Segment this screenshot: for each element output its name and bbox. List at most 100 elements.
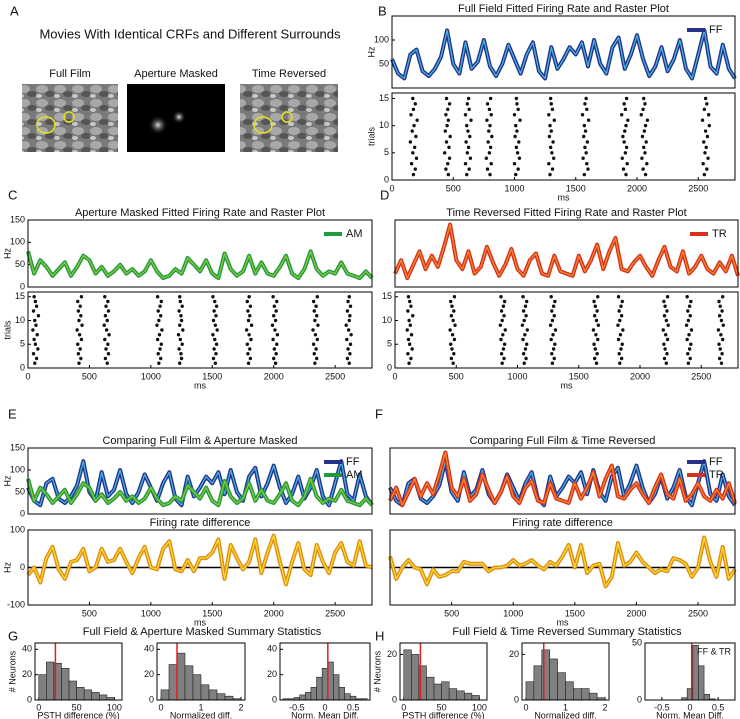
spike <box>347 318 351 323</box>
spike <box>409 304 413 308</box>
x-tick-label: 500 <box>82 608 97 618</box>
spike <box>211 318 216 323</box>
spike <box>593 347 597 351</box>
spike <box>79 337 84 342</box>
spike <box>645 161 649 166</box>
spike <box>160 328 164 332</box>
spike <box>703 129 708 133</box>
spike <box>486 140 490 144</box>
spike <box>105 361 109 365</box>
spike <box>548 123 552 128</box>
y-axis-label: # Neurons <box>7 650 17 692</box>
spike <box>586 118 591 122</box>
spike <box>489 161 493 166</box>
hist-bar <box>333 674 340 701</box>
spike <box>552 356 556 361</box>
y-tick-label: 100 <box>374 34 389 44</box>
rate-line <box>27 250 373 279</box>
y-tick-label: 5 <box>384 147 389 157</box>
y-tick-label: 50 <box>15 486 25 496</box>
spike <box>449 299 453 304</box>
hist-bar <box>448 688 458 701</box>
spike <box>548 145 553 150</box>
spike <box>592 299 596 304</box>
spike <box>246 361 251 365</box>
spike <box>248 347 252 351</box>
hist-bar <box>541 649 550 701</box>
spike <box>447 102 452 106</box>
hist-bar <box>411 654 420 701</box>
spike <box>550 361 555 365</box>
spike <box>159 299 163 304</box>
plot-frame <box>399 642 488 701</box>
hist-bar <box>61 668 70 701</box>
hist-bar <box>464 692 473 701</box>
x-tick-label: 2000 <box>626 608 646 618</box>
x-tick-label: 2000 <box>264 371 284 381</box>
spike <box>642 96 646 101</box>
hist-bar <box>68 680 77 701</box>
panel-letter: F <box>375 406 383 421</box>
spike <box>707 123 711 128</box>
spike <box>212 347 216 351</box>
spike <box>517 156 522 160</box>
chart-title: Firing rate difference <box>512 517 613 529</box>
hist-bar <box>76 687 85 701</box>
x-tick-label: 500 <box>446 183 461 193</box>
spike <box>249 337 253 342</box>
spike <box>584 151 588 155</box>
spike <box>642 145 646 150</box>
spike <box>625 161 629 166</box>
legend-label: AM <box>346 228 363 240</box>
spike <box>595 352 599 356</box>
spike <box>442 151 447 155</box>
spike <box>465 172 469 177</box>
spike <box>706 113 711 117</box>
spike <box>158 314 163 318</box>
spike <box>155 323 159 327</box>
spike <box>346 299 350 304</box>
y-tick-label: 150 <box>10 214 25 224</box>
spike <box>705 102 709 106</box>
x-tick-label: 1500 <box>202 371 222 381</box>
spike <box>582 172 587 177</box>
spike <box>467 167 471 171</box>
rate-line <box>27 460 373 506</box>
x-tick-label: 2500 <box>691 371 711 381</box>
spike <box>719 318 724 323</box>
spike <box>596 337 600 342</box>
hist-bar <box>549 658 558 701</box>
hist-bar <box>426 676 435 701</box>
spike <box>553 342 557 346</box>
hist-bar <box>310 687 317 701</box>
spike <box>447 145 451 150</box>
spike <box>583 129 588 133</box>
spike <box>214 304 219 308</box>
spike <box>348 342 353 346</box>
spike <box>451 361 455 365</box>
y-tick-label: 40 <box>22 644 32 654</box>
spike <box>156 352 160 356</box>
x-axis-label: Normalized diff. <box>170 710 232 719</box>
spike <box>159 342 163 346</box>
x-tick-label: 500 <box>449 371 464 381</box>
spike <box>272 347 277 351</box>
spike <box>443 129 447 133</box>
hist-bar <box>321 668 329 701</box>
spike <box>446 118 451 122</box>
movie-frame <box>22 84 118 152</box>
spike <box>591 328 596 332</box>
spike <box>585 107 589 112</box>
y-tick-label: 20 <box>509 649 519 659</box>
spike <box>408 140 413 144</box>
x-tick-label: 0 <box>401 702 406 712</box>
spike <box>720 309 724 313</box>
y-tick-label: 100 <box>10 524 25 534</box>
spike <box>178 295 182 299</box>
spike <box>582 123 587 128</box>
spike <box>31 352 36 356</box>
spike <box>616 337 621 342</box>
spike <box>313 318 317 323</box>
spike <box>347 361 351 365</box>
spike <box>499 295 503 299</box>
